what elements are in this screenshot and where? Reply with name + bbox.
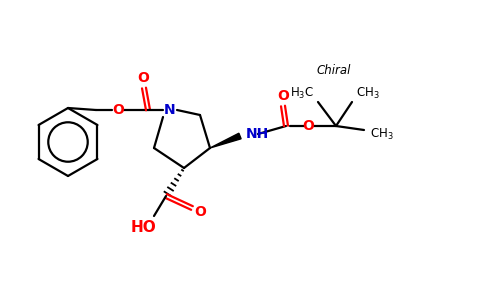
Text: CH$_3$: CH$_3$ [356,85,379,100]
Text: N: N [164,103,176,117]
Text: O: O [277,89,289,103]
Text: CH$_3$: CH$_3$ [370,126,393,142]
Polygon shape [210,133,241,148]
Text: NH: NH [246,127,269,141]
Text: Chiral: Chiral [317,64,351,76]
Text: H$_3$C: H$_3$C [290,85,314,100]
Text: HO: HO [131,220,157,236]
Text: O: O [137,71,149,85]
Text: O: O [112,103,124,117]
Text: O: O [194,205,206,219]
Text: O: O [302,119,314,133]
